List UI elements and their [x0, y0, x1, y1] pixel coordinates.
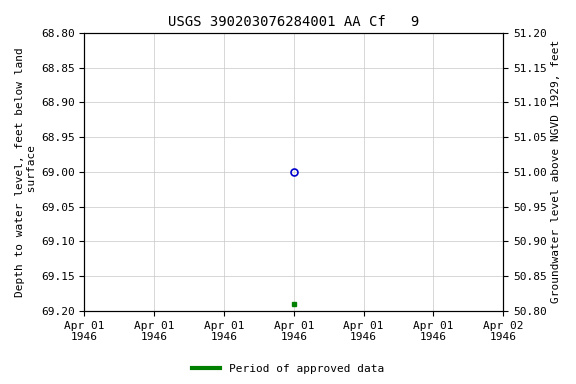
Title: USGS 390203076284001 AA Cf   9: USGS 390203076284001 AA Cf 9	[168, 15, 419, 29]
Y-axis label: Groundwater level above NGVD 1929, feet: Groundwater level above NGVD 1929, feet	[551, 40, 561, 303]
Y-axis label: Depth to water level, feet below land
 surface: Depth to water level, feet below land su…	[15, 47, 37, 297]
Legend: Period of approved data: Period of approved data	[188, 359, 388, 379]
